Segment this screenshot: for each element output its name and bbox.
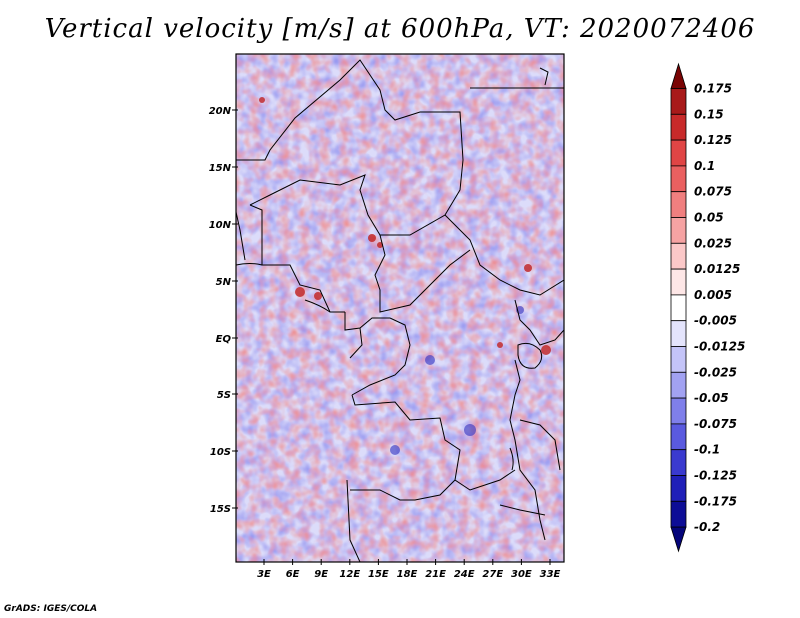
colorbar-swatch: [670, 242, 687, 270]
map-frame: [235, 53, 565, 563]
lat-tick-label: 20N: [209, 106, 232, 117]
lon-tick-label: 27E: [482, 569, 503, 580]
lat-tick-label: EQ: [216, 334, 232, 345]
colorbar-label: 0.05: [694, 211, 724, 225]
colorbar-top-arrow: [670, 62, 687, 89]
lon-tick-label: 15E: [368, 569, 389, 580]
colorbar-swatch: [670, 346, 687, 373]
colorbar-swatch: [670, 371, 687, 399]
lon-tick-label: 12E: [339, 569, 360, 580]
lon-tick-label: 9E: [314, 569, 328, 580]
colorbar-label: 0.175: [694, 82, 732, 96]
grads-credit: GrADS: IGES/COLA: [4, 604, 98, 614]
colorbar-bottom-arrow: [670, 526, 687, 553]
lon-tick-label: 21E: [425, 569, 446, 580]
lat-axis: 20N 15N 10N 5N EQ 5S 10S 15S: [209, 106, 238, 515]
colorbar-swatch: [670, 294, 687, 322]
lon-tick-label: 24E: [454, 569, 475, 580]
lat-tick-label: 5S: [217, 390, 231, 401]
colorbar: 0.175 0.15 0.125 0.1 0.075 0.05 0.025 0.0125 0.0…: [670, 62, 745, 553]
velocity-field: [236, 54, 564, 562]
colorbar-label: -0.125: [694, 469, 737, 483]
lon-tick-label: 30E: [511, 569, 532, 580]
colorbar-swatch: [670, 449, 687, 476]
colorbar-label: 0.075: [694, 185, 732, 199]
lat-tick-label: 15S: [210, 504, 231, 515]
lat-tick-label: 15N: [209, 163, 232, 174]
colorbar-label: -0.0125: [694, 340, 745, 354]
colorbar-label: 0.125: [694, 133, 732, 147]
colorbar-label: 0.15: [694, 107, 724, 121]
lat-tick-label: 10S: [210, 447, 231, 458]
colorbar-label: -0.1: [694, 443, 720, 457]
colorbar-label: -0.175: [694, 494, 737, 508]
lon-tick-label: 18E: [397, 569, 418, 580]
colorbar-swatch: [670, 475, 687, 502]
country-borders: [236, 59, 564, 562]
colorbar-swatch: [670, 217, 687, 244]
lon-tick-label: 33E: [540, 569, 561, 580]
colorbar-label: 0.1: [694, 159, 715, 173]
colorbar-label: 0.025: [694, 236, 732, 250]
colorbar-label: -0.2: [694, 520, 720, 534]
lon-tick-label: 6E: [286, 569, 300, 580]
colorbar-swatch: [670, 139, 687, 167]
colorbar-label: -0.005: [694, 314, 737, 328]
colorbar-swatch: [670, 191, 687, 218]
colorbar-label: -0.075: [694, 417, 737, 431]
colorbar-swatch: [670, 165, 687, 193]
colorbar-swatch: [670, 113, 687, 141]
colorbar-swatch: [670, 320, 687, 347]
colorbar-label: 0.005: [694, 288, 732, 302]
lon-axis: 3E 6E 9E 12E 15E 18E 21E 24E 27E 30E 33E: [257, 559, 561, 580]
lat-tick-label: 10N: [209, 220, 232, 231]
colorbar-swatch: [670, 423, 687, 451]
lon-tick-label: 3E: [257, 569, 271, 580]
colorbar-swatch: [670, 397, 687, 425]
colorbar-label: -0.025: [694, 365, 737, 379]
colorbar-label: 0.0125: [694, 262, 740, 276]
map-title: Vertical velocity [m/s] at 600hPa, VT: 2…: [44, 14, 756, 44]
colorbar-label: -0.05: [694, 391, 729, 405]
colorbar-swatch: [670, 268, 687, 296]
colorbar-swatch: [670, 88, 687, 115]
colorbar-swatch: [670, 500, 687, 528]
lat-tick-label: 5N: [216, 277, 232, 288]
